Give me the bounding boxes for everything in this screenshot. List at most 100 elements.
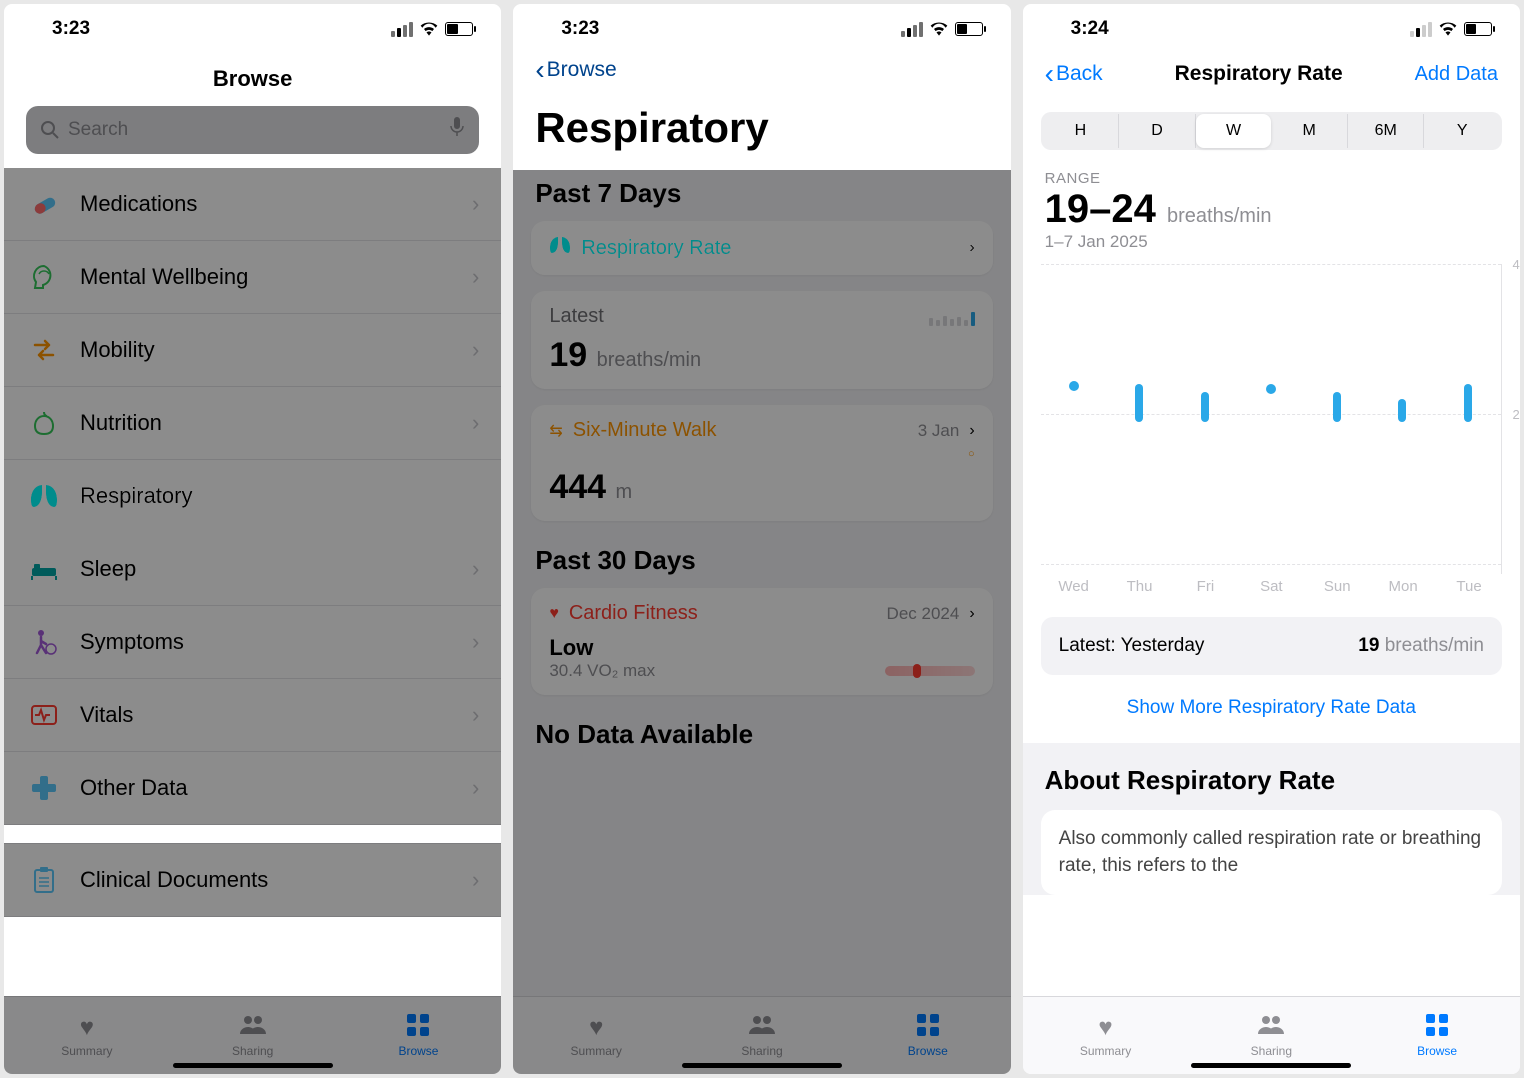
card-cardio-fitness[interactable]: ♥ Cardio Fitness Dec 2024 › Low 30.4 VO₂… — [531, 588, 992, 695]
page-title: Respiratory — [513, 94, 1010, 170]
category-icon — [26, 478, 62, 514]
people-icon — [1257, 1014, 1285, 1042]
browse-row-sleep[interactable]: Sleep › — [4, 533, 501, 606]
x-label: Sat — [1238, 578, 1304, 595]
chevron-right-icon: › — [472, 556, 479, 582]
browse-row-mobility[interactable]: Mobility › — [4, 314, 501, 387]
category-icon — [26, 332, 62, 368]
tab-summary[interactable]: ♥Summary — [1023, 997, 1189, 1074]
people-icon — [748, 1014, 776, 1042]
chevron-left-icon: ‹ — [1045, 58, 1054, 90]
browse-row-mental-wellbeing[interactable]: Mental Wellbeing › — [4, 241, 501, 314]
browse-row-nutrition[interactable]: Nutrition › — [4, 387, 501, 460]
search-input[interactable]: Search — [26, 106, 479, 154]
browse-list: Medications › Mental Wellbeing › Mobilit… — [4, 168, 501, 917]
tab-browse[interactable]: Browse — [336, 997, 502, 1074]
latest-label: Latest: Yesterday — [1059, 635, 1205, 657]
row-label: Clinical Documents — [80, 867, 454, 893]
nav-back[interactable]: ‹Back — [1045, 58, 1103, 90]
x-label: Mon — [1370, 578, 1436, 595]
browse-row-symptoms[interactable]: Symptoms › — [4, 606, 501, 679]
gridline: 0 — [1041, 564, 1501, 565]
browse-row-respiratory[interactable]: Respiratory › — [4, 460, 501, 533]
chevron-right-icon: › — [472, 775, 479, 801]
tab-browse[interactable]: Browse — [845, 997, 1011, 1074]
segment-6m[interactable]: 6M — [1348, 114, 1425, 148]
search-icon — [40, 120, 60, 140]
range-dates: 1–7 Jan 2025 — [1023, 232, 1520, 252]
category-icon — [26, 405, 62, 441]
segment-y[interactable]: Y — [1424, 114, 1500, 148]
tab-summary[interactable]: ♥Summary — [4, 997, 170, 1074]
grid-icon — [407, 1014, 429, 1042]
chart-bar — [1333, 392, 1341, 422]
people-icon — [239, 1014, 267, 1042]
card-respiratory-rate[interactable]: Respiratory Rate Yesterday › — [531, 221, 992, 275]
sparkline-icon — [929, 308, 975, 326]
chart-point — [1069, 381, 1079, 391]
wifi-icon — [419, 22, 439, 36]
card-six-minute-walk[interactable]: ⇆ Six-Minute Walk 3 Jan › ○ 444 m — [531, 405, 992, 521]
browse-row-vitals[interactable]: Vitals › — [4, 679, 501, 752]
latest-card[interactable]: Latest: Yesterday 19 breaths/min — [1041, 617, 1502, 675]
heart-icon: ♥ — [589, 1014, 603, 1042]
grid-icon — [1426, 1014, 1448, 1042]
show-more-link[interactable]: Show More Respiratory Rate Data — [1023, 687, 1520, 743]
add-data-button[interactable]: Add Data — [1415, 63, 1498, 86]
chevron-right-icon: › — [969, 605, 974, 623]
browse-row-other-data[interactable]: Other Data › — [4, 752, 501, 825]
nav-back[interactable]: ‹Browse — [513, 46, 1010, 94]
card-respiratory-latest[interactable]: Latest 19 breaths/min — [531, 291, 992, 389]
category-icon — [26, 770, 62, 806]
segment-m[interactable]: M — [1271, 114, 1348, 148]
card-title: Respiratory Rate — [581, 237, 874, 260]
status-bar: 3:23 — [4, 4, 501, 46]
latest-value: 19 breaths/min — [549, 328, 974, 375]
walk-icon: ⇆ — [549, 421, 562, 441]
chevron-right-icon: › — [472, 337, 479, 363]
walk-dot-icon: ○ — [549, 442, 974, 460]
chart-point — [1266, 384, 1276, 394]
row-label: Medications — [80, 191, 454, 217]
screen-respiratory-category: 3:23 ‹Browse Respiratory Past 7 Days Res… — [513, 4, 1010, 1074]
category-icon — [26, 551, 62, 587]
gridline: 20 — [1041, 414, 1501, 415]
chevron-right-icon: › — [472, 629, 479, 655]
chevron-right-icon: › — [472, 410, 479, 436]
status-time: 3:23 — [52, 18, 90, 40]
row-label: Vitals — [80, 702, 454, 728]
range-value: 19–24 breaths/min — [1023, 187, 1520, 232]
mic-icon[interactable] — [449, 116, 465, 144]
chart-bar — [1398, 399, 1406, 422]
segment-h[interactable]: H — [1043, 114, 1120, 148]
row-label: Sleep — [80, 556, 454, 582]
time-range-segmented[interactable]: HDWM6MY — [1041, 112, 1502, 150]
card-when: 3 Jan — [918, 421, 960, 441]
search-placeholder: Search — [68, 119, 128, 141]
category-icon — [26, 697, 62, 733]
latest-label: Latest — [549, 305, 918, 328]
latest-value: 19 breaths/min — [1358, 635, 1484, 657]
browse-row-medications[interactable]: Medications › — [4, 168, 501, 241]
segment-d[interactable]: D — [1119, 114, 1196, 148]
home-indicator — [1191, 1063, 1351, 1068]
section-no-data: No Data Available — [513, 711, 1010, 762]
page-title: Respiratory Rate — [1175, 62, 1343, 86]
chevron-right-icon: › — [472, 702, 479, 728]
home-indicator — [173, 1063, 333, 1068]
category-icon — [26, 259, 62, 295]
card-when: Dec 2024 — [887, 604, 960, 624]
page-title: Browse — [4, 46, 501, 106]
chevron-right-icon: › — [472, 191, 479, 217]
tab-browse[interactable]: Browse — [1354, 997, 1520, 1074]
row-label: Nutrition — [80, 410, 454, 436]
nav-header: ‹Back Respiratory Rate Add Data — [1023, 46, 1520, 102]
tab-summary[interactable]: ♥Summary — [513, 997, 679, 1074]
section-past-30: Past 30 Days — [513, 537, 1010, 588]
segment-w[interactable]: W — [1196, 114, 1272, 148]
gridline: 40 — [1041, 264, 1501, 265]
battery-icon — [955, 22, 983, 36]
browse-row-clinical-documents[interactable]: Clinical Documents › — [4, 843, 501, 917]
chevron-right-icon: › — [969, 422, 974, 440]
category-icon — [26, 862, 62, 898]
